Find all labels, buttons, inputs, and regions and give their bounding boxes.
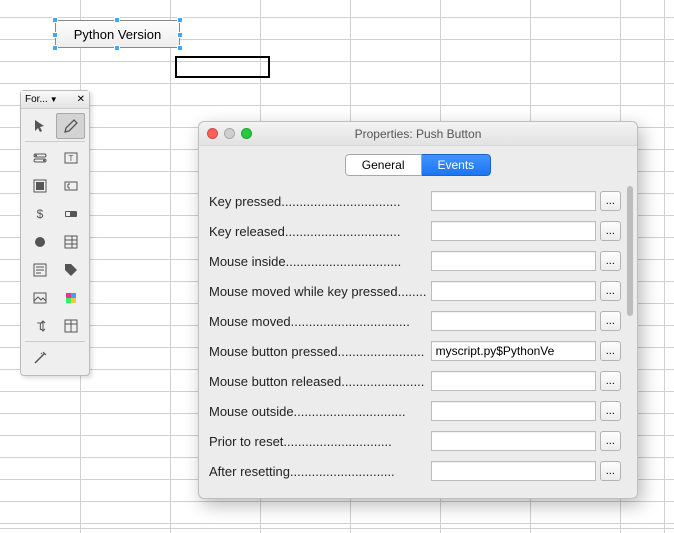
event-label: Prior to reset..........................… bbox=[209, 434, 427, 449]
toggle-icon[interactable] bbox=[25, 145, 54, 171]
event-row: Mouse outside...........................… bbox=[209, 396, 621, 426]
table-icon[interactable] bbox=[56, 313, 85, 339]
event-value-input[interactable] bbox=[431, 221, 596, 241]
browse-button[interactable]: ... bbox=[600, 401, 621, 421]
tag-icon[interactable] bbox=[56, 257, 85, 283]
browse-button[interactable]: ... bbox=[600, 431, 621, 451]
scrollbar[interactable] bbox=[627, 186, 633, 316]
separator bbox=[25, 341, 85, 343]
event-label: Mouse button released...................… bbox=[209, 374, 427, 389]
event-value-input[interactable] bbox=[431, 401, 596, 421]
event-value-input[interactable] bbox=[431, 251, 596, 271]
browse-button[interactable]: ... bbox=[600, 311, 621, 331]
browse-button[interactable]: ... bbox=[600, 221, 621, 241]
event-label: Mouse inside............................… bbox=[209, 254, 427, 269]
event-label: Mouse moved while key pressed...........… bbox=[209, 284, 427, 299]
event-row: Prior to reset..........................… bbox=[209, 426, 621, 456]
pointer-icon[interactable] bbox=[25, 113, 54, 139]
event-row: Key pressed.............................… bbox=[209, 186, 621, 216]
event-label: Key pressed.............................… bbox=[209, 194, 427, 209]
palette-title[interactable]: For... ▼ ✕ bbox=[21, 91, 89, 109]
traffic-zoom-icon[interactable] bbox=[241, 128, 252, 139]
color-icon[interactable] bbox=[56, 285, 85, 311]
tab-general[interactable]: General bbox=[345, 154, 422, 176]
resize-handle-icon[interactable] bbox=[52, 17, 58, 23]
palette-title-text: For... bbox=[25, 94, 48, 105]
radio-icon[interactable] bbox=[25, 229, 54, 255]
tab-segmented-control: General Events bbox=[345, 154, 491, 176]
separator bbox=[25, 141, 85, 143]
event-label: Key released............................… bbox=[209, 224, 427, 239]
group-icon[interactable] bbox=[25, 173, 54, 199]
label-icon[interactable]: T bbox=[56, 145, 85, 171]
push-button-label: Python Version bbox=[74, 27, 161, 42]
traffic-close-icon[interactable] bbox=[207, 128, 218, 139]
resize-handle-icon[interactable] bbox=[177, 45, 183, 51]
pencil-icon[interactable] bbox=[56, 113, 85, 139]
event-row: Key released............................… bbox=[209, 216, 621, 246]
dialog-title: Properties: Push Button bbox=[199, 127, 637, 141]
event-value-input[interactable] bbox=[431, 461, 596, 481]
event-row: Mouse moved while key pressed...........… bbox=[209, 276, 621, 306]
list-icon[interactable] bbox=[56, 229, 85, 255]
tab-events[interactable]: Events bbox=[422, 154, 492, 176]
traffic-min-icon[interactable] bbox=[224, 128, 235, 139]
button-icon[interactable] bbox=[56, 201, 85, 227]
browse-button[interactable]: ... bbox=[600, 251, 621, 271]
image-icon[interactable] bbox=[25, 285, 54, 311]
currency-icon[interactable]: $ bbox=[25, 201, 54, 227]
event-value-input[interactable] bbox=[431, 311, 596, 331]
event-value-input[interactable] bbox=[431, 281, 596, 301]
svg-text:T: T bbox=[68, 154, 73, 163]
event-row: Mouse moved.............................… bbox=[209, 306, 621, 336]
textfield-icon[interactable] bbox=[56, 173, 85, 199]
resize-handle-icon[interactable] bbox=[114, 45, 120, 51]
resize-handle-icon[interactable] bbox=[52, 32, 58, 38]
close-icon[interactable]: ✕ bbox=[77, 94, 85, 105]
event-row: After resetting.........................… bbox=[209, 456, 621, 486]
event-value-input[interactable] bbox=[431, 341, 596, 361]
textheight-icon[interactable]: T bbox=[25, 313, 54, 339]
event-label: Mouse outside...........................… bbox=[209, 404, 427, 419]
dialog-titlebar[interactable]: Properties: Push Button bbox=[199, 122, 637, 146]
event-row: Mouse inside............................… bbox=[209, 246, 621, 276]
browse-button[interactable]: ... bbox=[600, 281, 621, 301]
push-button-widget[interactable]: Python Version bbox=[55, 20, 180, 48]
wand-icon[interactable] bbox=[25, 345, 54, 371]
event-row: Mouse button pressed....................… bbox=[209, 336, 621, 366]
event-row: Mouse button released...................… bbox=[209, 366, 621, 396]
event-label: Mouse button pressed....................… bbox=[209, 344, 427, 359]
event-value-input[interactable] bbox=[431, 371, 596, 391]
browse-button[interactable]: ... bbox=[600, 371, 621, 391]
form-icon[interactable] bbox=[25, 257, 54, 283]
resize-handle-icon[interactable] bbox=[177, 32, 183, 38]
form-controls-palette[interactable]: For... ▼ ✕ T $ T bbox=[20, 90, 90, 376]
event-value-input[interactable] bbox=[431, 431, 596, 451]
resize-handle-icon[interactable] bbox=[114, 17, 120, 23]
event-value-input[interactable] bbox=[431, 191, 596, 211]
event-label: After resetting.........................… bbox=[209, 464, 427, 479]
cell-cursor bbox=[175, 56, 270, 78]
chevron-down-icon[interactable]: ▼ bbox=[50, 95, 58, 104]
browse-button[interactable]: ... bbox=[600, 461, 621, 481]
resize-handle-icon[interactable] bbox=[52, 45, 58, 51]
resize-handle-icon[interactable] bbox=[177, 17, 183, 23]
event-label: Mouse moved.............................… bbox=[209, 314, 427, 329]
svg-text:$: $ bbox=[36, 207, 43, 221]
properties-dialog: Properties: Push Button General Events K… bbox=[198, 121, 638, 499]
browse-button[interactable]: ... bbox=[600, 341, 621, 361]
browse-button[interactable]: ... bbox=[600, 191, 621, 211]
